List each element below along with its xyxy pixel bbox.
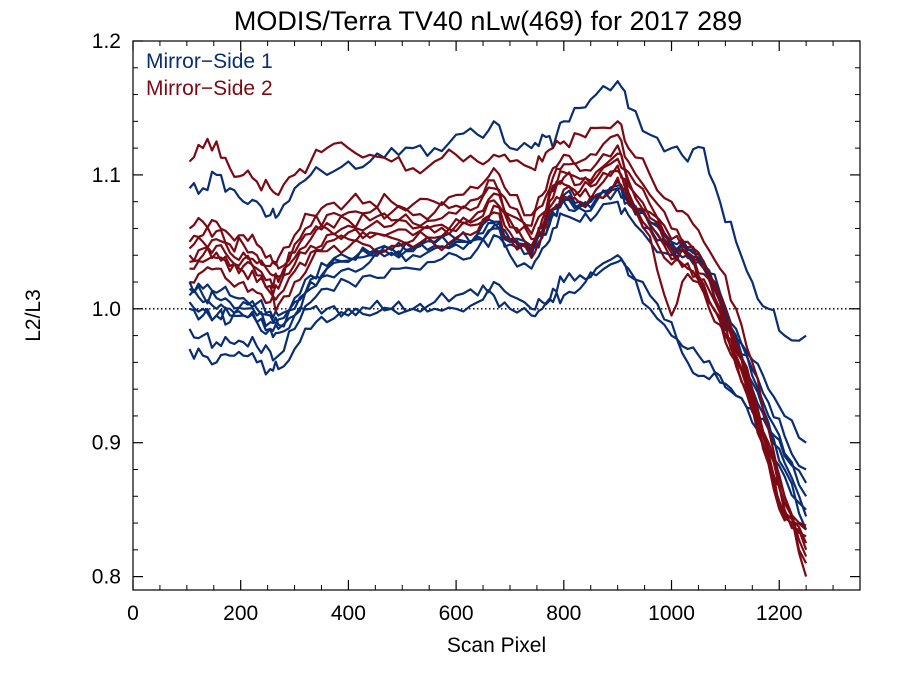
chart-title: MODIS/Terra TV40 nLw(469) for 2017 289: [234, 6, 742, 36]
series-line-mirror-side-2: [188, 157, 808, 544]
x-axis-title: Scan Pixel: [447, 634, 546, 657]
x-tick-label: 0: [127, 602, 139, 625]
x-tick-label: 800: [546, 602, 581, 625]
legend-entry-mirror-side-2: Mirror−Side 2: [146, 77, 273, 100]
legend-entry-mirror-side-1: Mirror−Side 1: [146, 50, 273, 73]
y-tick-label: 0.8: [92, 566, 121, 589]
x-tick-label: 600: [439, 602, 474, 625]
series-line-mirror-side-2: [189, 164, 807, 538]
y-tick-label: 1.1: [92, 164, 121, 187]
x-tick-label: 200: [223, 602, 258, 625]
x-tick-label: 1200: [756, 602, 803, 625]
series-line-mirror-side-1: [188, 258, 807, 511]
series-line-mirror-side-2: [188, 120, 808, 577]
y-tick-label: 0.9: [92, 432, 121, 455]
series-line-mirror-side-1: [188, 187, 807, 471]
y-tick-label: 1.0: [92, 298, 121, 321]
x-tick-label: 1000: [648, 602, 695, 625]
legend: Mirror−Side 1 Mirror−Side 2: [146, 50, 273, 100]
y-tick-label: 1.2: [92, 30, 121, 53]
series-line-mirror-side-2: [189, 176, 807, 527]
x-tick-label: 400: [331, 602, 366, 625]
axis-ticks: 0 200 400 600 800 1000 1200 0.8 0.9 1.0 1.1 1.2: [92, 30, 861, 625]
series-line-mirror-side-2: [188, 133, 808, 557]
plot-frame: [132, 40, 861, 591]
y-axis-title: L2/L3: [22, 289, 45, 342]
series-line-mirror-side-2: [189, 169, 807, 531]
series-group: [188, 80, 808, 577]
series-line-mirror-side-1: [188, 80, 807, 342]
series-line-mirror-side-2: [188, 144, 808, 564]
